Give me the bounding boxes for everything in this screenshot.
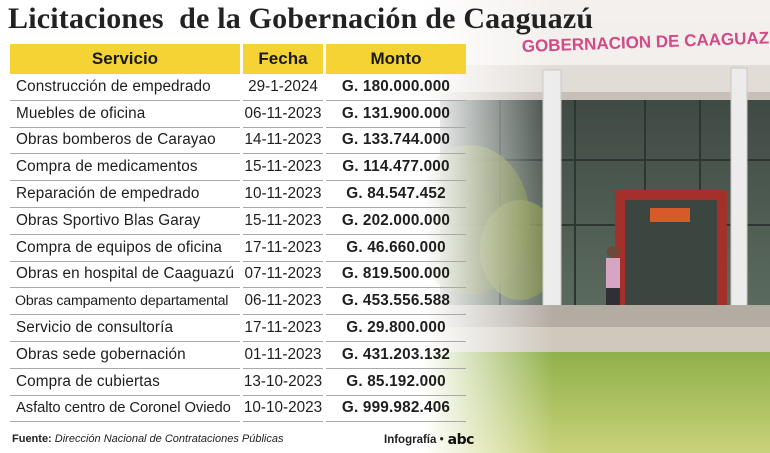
cell-monto: G. 131.900.000	[326, 101, 466, 128]
cell-fecha: 17-11-2023	[243, 235, 323, 262]
cell-servicio: Servicio de consultoría	[10, 315, 240, 342]
cell-monto: G. 431.203.132	[326, 342, 466, 369]
cell-fecha: 10-10-2023	[243, 396, 323, 423]
cell-monto: G. 180.000.000	[326, 74, 466, 101]
table-row: Reparación de empedrado 10-11-2023 G. 84…	[10, 181, 470, 208]
cell-servicio: Muebles de oficina	[10, 101, 240, 128]
table-row: Compra de cubiertas 13-10-2023 G. 85.192…	[10, 369, 470, 396]
cell-fecha: 15-11-2023	[243, 154, 323, 182]
table-row: Obras sede gobernación 01-11-2023 G. 431…	[10, 342, 470, 369]
cell-servicio: Compra de cubiertas	[10, 369, 240, 396]
cell-servicio: Obras campamento departamental	[10, 288, 240, 316]
cell-fecha: 14-11-2023	[243, 128, 323, 155]
cell-monto: G. 133.744.000	[326, 128, 466, 155]
table-header: Servicio Fecha Monto	[10, 44, 470, 74]
table-row: Construcción de empedrado 29-1-2024 G. 1…	[10, 74, 470, 101]
cell-servicio: Obras Sportivo Blas Garay	[10, 208, 240, 235]
cell-servicio: Obras en hospital de Caaguazú	[10, 262, 240, 289]
table-row: Obras en hospital de Caaguazú 07-11-2023…	[10, 262, 470, 289]
cell-monto: G. 85.192.000	[326, 369, 466, 396]
cell-monto: G. 46.660.000	[326, 235, 466, 262]
table-row: Compra de medicamentos 15-11-2023 G. 114…	[10, 154, 470, 182]
cell-fecha: 01-11-2023	[243, 342, 323, 369]
tenders-table: Servicio Fecha Monto Construcción de emp…	[10, 44, 470, 423]
cell-fecha: 29-1-2024	[243, 74, 323, 101]
cell-monto: G. 84.547.452	[326, 181, 466, 208]
table-row: Compra de equipos de oficina 17-11-2023 …	[10, 235, 470, 262]
cell-monto: G. 819.500.000	[326, 262, 466, 289]
cell-servicio: Compra de equipos de oficina	[10, 235, 240, 262]
source-text: Dirección Nacional de Contrataciones Púb…	[54, 433, 284, 445]
table-row: Servicio de consultoría 17-11-2023 G. 29…	[10, 315, 470, 342]
cell-fecha: 06-11-2023	[243, 288, 323, 316]
cell-fecha: 06-11-2023	[243, 101, 323, 128]
table-row: Obras campamento departamental 06-11-202…	[10, 288, 470, 316]
cell-monto: G. 29.800.000	[326, 315, 466, 342]
cell-servicio: Obras sede gobernación	[10, 342, 240, 369]
cell-servicio: Compra de medicamentos	[10, 154, 240, 182]
source-note: Fuente: Dirección Nacional de Contrataci…	[12, 433, 283, 445]
header-monto: Monto	[326, 44, 466, 74]
abc-logo: abc	[447, 432, 475, 448]
cell-monto: G. 202.000.000	[326, 208, 466, 235]
table-row: Asfalto centro de Coronel Oviedo 10-10-2…	[10, 396, 470, 423]
cell-servicio: Obras bomberos de Carayao	[10, 128, 240, 155]
cell-fecha: 10-11-2023	[243, 181, 323, 208]
cell-servicio: Reparación de empedrado	[10, 181, 240, 208]
cell-servicio: Construcción de empedrado	[10, 74, 240, 101]
table-row: Muebles de oficina 06-11-2023 G. 131.900…	[10, 101, 470, 128]
header-servicio: Servicio	[10, 44, 240, 74]
header-fecha: Fecha	[243, 44, 323, 74]
credit: Infografía • abc	[384, 432, 474, 448]
credit-label: Infografía •	[384, 434, 444, 446]
cell-monto: G. 453.556.588	[326, 288, 466, 316]
cell-servicio: Asfalto centro de Coronel Oviedo	[10, 396, 240, 423]
cell-fecha: 15-11-2023	[243, 208, 323, 235]
cell-fecha: 07-11-2023	[243, 262, 323, 289]
source-label: Fuente:	[12, 433, 52, 445]
cell-fecha: 13-10-2023	[243, 369, 323, 396]
cell-monto: G. 999.982.406	[326, 396, 466, 423]
cell-monto: G. 114.477.000	[326, 154, 466, 182]
page-title: Licitaciones de la Gobernación de Caagua…	[8, 2, 594, 35]
table-row: Obras Sportivo Blas Garay 15-11-2023 G. …	[10, 208, 470, 235]
table-row: Obras bomberos de Carayao 14-11-2023 G. …	[10, 128, 470, 155]
cell-fecha: 17-11-2023	[243, 315, 323, 342]
